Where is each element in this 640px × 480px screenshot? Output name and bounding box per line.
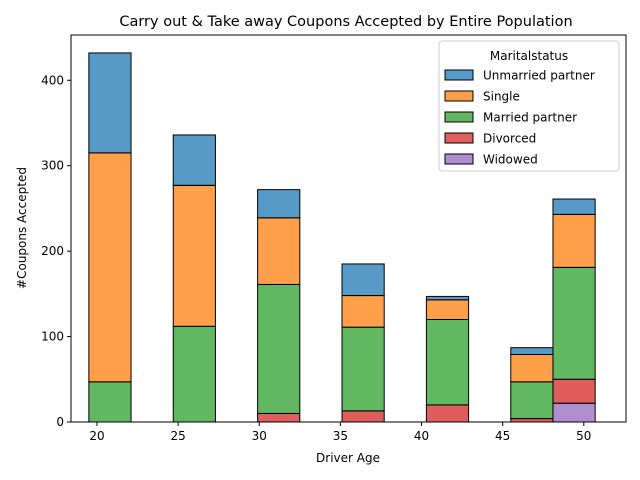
bar-divorced-6 xyxy=(341,410,385,423)
bar-unmarried-partner-11 xyxy=(552,198,596,215)
y-axis: 0 100 200 300 400 xyxy=(41,73,71,429)
y-tick-label: 100 xyxy=(41,330,64,344)
bar-divorced-8 xyxy=(425,404,470,423)
legend-label-divorced: Divorced xyxy=(483,132,536,146)
x-tick-label: 20 xyxy=(89,429,104,443)
legend-swatch-widowed xyxy=(444,153,474,165)
legend-label-unmarried-partner: Unmarried partner xyxy=(483,69,595,83)
x-tick-label: 45 xyxy=(495,429,510,443)
legend-box xyxy=(438,40,620,172)
bar-unmarried-partner-0 xyxy=(88,52,132,154)
bar-married-partner-4 xyxy=(257,283,301,414)
y-tick-label: 400 xyxy=(41,73,64,87)
bar-unmarried-partner-8 xyxy=(425,295,470,301)
y-axis-label: #Coupons Accepted xyxy=(15,167,29,289)
bar-married-partner-11 xyxy=(552,266,596,380)
bar-married-partner-2 xyxy=(172,325,216,423)
bar-single-10 xyxy=(510,354,554,383)
bar-single-6 xyxy=(341,295,385,328)
legend-swatch-divorced xyxy=(444,132,474,144)
bar-married-partner-8 xyxy=(425,318,470,406)
bar-widowed-11 xyxy=(552,402,596,423)
bar-unmarried-partner-4 xyxy=(257,189,301,219)
legend-title: Maritalstatus xyxy=(490,49,568,63)
legend-label-married-partner: Married partner xyxy=(483,111,577,125)
legend-swatch-unmarried-partner xyxy=(444,69,474,81)
chart-title: Carry out & Take away Coupons Accepted b… xyxy=(119,14,572,30)
bar-divorced-4 xyxy=(257,412,301,423)
x-axis: 20 25 30 35 40 45 50 xyxy=(89,422,591,443)
bar-single-2 xyxy=(172,184,216,327)
y-tick-label: 300 xyxy=(41,159,64,173)
x-tick-label: 40 xyxy=(414,429,429,443)
bar-single-11 xyxy=(552,213,596,268)
bar-divorced-10 xyxy=(510,418,554,423)
y-tick-label: 0 xyxy=(56,415,64,429)
bar-married-partner-0 xyxy=(88,381,132,423)
bar-single-4 xyxy=(257,217,301,285)
plot-area xyxy=(88,52,596,423)
x-axis-label: Driver Age xyxy=(316,451,380,465)
bar-single-8 xyxy=(425,299,470,320)
legend-label-single: Single xyxy=(483,90,520,104)
bar-unmarried-partner-2 xyxy=(172,134,216,186)
bar-married-partner-6 xyxy=(341,326,385,412)
legend-swatch-married-partner xyxy=(444,111,474,123)
x-tick-label: 25 xyxy=(170,429,185,443)
bar-divorced-11 xyxy=(552,378,596,404)
legend-swatch-single xyxy=(444,90,474,102)
x-tick-label: 30 xyxy=(252,429,267,443)
bar-married-partner-10 xyxy=(510,381,554,420)
y-tick-label: 200 xyxy=(41,244,64,258)
x-tick-label: 35 xyxy=(333,429,348,443)
plot-frame xyxy=(70,34,627,423)
bar-unmarried-partner-6 xyxy=(341,263,385,297)
bar-single-0 xyxy=(88,152,132,383)
legend: Maritalstatus Unmarried partner Single Mar… xyxy=(438,40,620,172)
bar-unmarried-partner-10 xyxy=(510,347,554,356)
legend-label-widowed: Widowed xyxy=(483,153,538,167)
x-tick-label: 50 xyxy=(576,429,591,443)
